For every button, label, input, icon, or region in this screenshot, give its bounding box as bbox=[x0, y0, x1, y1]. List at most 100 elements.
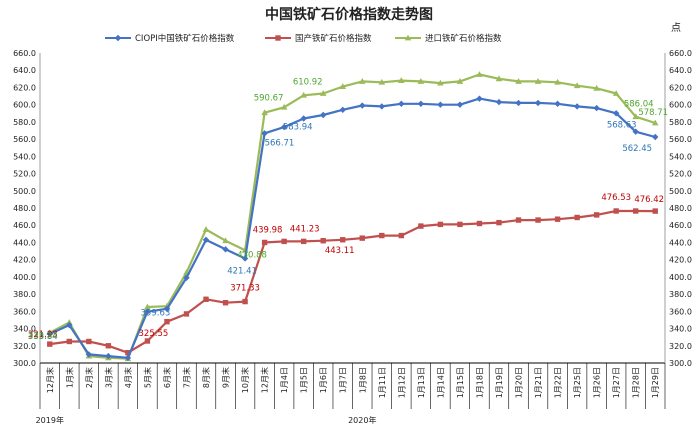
data-point bbox=[183, 274, 190, 281]
x-tick-label: 1月22日 bbox=[554, 367, 563, 398]
y-tick-label-right: 560.0 bbox=[669, 135, 692, 144]
y-tick-label-left: 400.0 bbox=[13, 273, 36, 282]
y-tick-label-left: 660.0 bbox=[13, 49, 36, 58]
data-point bbox=[222, 246, 229, 253]
series-line bbox=[49, 97, 656, 359]
data-point bbox=[86, 338, 92, 345]
data-point bbox=[632, 113, 640, 120]
data-point bbox=[476, 71, 483, 77]
data-point bbox=[261, 109, 268, 116]
x-tick-label: 1月18日 bbox=[475, 367, 484, 398]
data-label: 333.84 bbox=[28, 332, 58, 342]
data-point bbox=[222, 237, 229, 244]
data-point bbox=[593, 84, 600, 91]
data-point bbox=[456, 78, 464, 84]
data-point bbox=[418, 223, 424, 229]
data-point bbox=[574, 214, 580, 221]
data-point bbox=[495, 98, 503, 106]
y-tick-label-left: 480.0 bbox=[13, 204, 36, 213]
y-tick-label-left: 560.0 bbox=[13, 135, 36, 144]
series-2 bbox=[46, 71, 659, 362]
x-tick-label: 1月20日 bbox=[515, 367, 524, 398]
x-tick-label: 1月13日 bbox=[417, 367, 426, 398]
x-tick-label: 1月4日 bbox=[280, 367, 289, 393]
legend-label: 进口铁矿石价格指数 bbox=[425, 33, 502, 44]
data-label: 578.71 bbox=[638, 108, 668, 118]
year-label: 2019年 bbox=[36, 415, 64, 425]
data-label: 359.63 bbox=[141, 309, 171, 319]
y-tick-label-right: 300.0 bbox=[669, 359, 692, 368]
data-label: 371.33 bbox=[230, 284, 260, 294]
y-tick-label-left: 580.0 bbox=[13, 118, 36, 127]
x-tick-label: 1月28日 bbox=[632, 367, 641, 398]
data-point bbox=[573, 82, 581, 89]
data-point bbox=[593, 104, 600, 112]
data-labels: 333.84 359.63 421.41 566.71 583.94 568.63 562.… bbox=[28, 77, 668, 342]
y-tick-label-left: 380.0 bbox=[13, 290, 36, 299]
data-point bbox=[319, 90, 327, 96]
y-tick-label-right: 580.0 bbox=[669, 118, 692, 127]
y-tick-label-left: 320.0 bbox=[13, 342, 36, 351]
data-point bbox=[456, 101, 464, 108]
data-point bbox=[47, 341, 53, 347]
series-line bbox=[49, 209, 656, 354]
data-point bbox=[404, 34, 412, 41]
series-layer bbox=[46, 71, 659, 362]
series-line bbox=[49, 73, 656, 360]
data-point bbox=[358, 78, 366, 84]
y-tick-label-left: 620.0 bbox=[13, 83, 36, 92]
y-tick-label-left: 460.0 bbox=[13, 221, 36, 230]
y-tick-label-right: 540.0 bbox=[669, 152, 692, 161]
data-label: 421.41 bbox=[227, 267, 257, 277]
data-point bbox=[280, 123, 288, 131]
data-point bbox=[46, 330, 53, 338]
data-point bbox=[183, 311, 190, 317]
data-label: 321.93 bbox=[28, 330, 58, 340]
data-point bbox=[554, 100, 561, 108]
data-point bbox=[300, 91, 307, 98]
data-point bbox=[476, 220, 483, 227]
data-point bbox=[613, 208, 619, 214]
data-point bbox=[222, 300, 229, 306]
y-tick-label-right: 440.0 bbox=[669, 238, 692, 247]
data-label: 586.04 bbox=[624, 100, 654, 110]
data-label: 566.71 bbox=[265, 138, 295, 148]
data-label: 590.67 bbox=[254, 94, 284, 104]
x-tick-label: 1月8日 bbox=[358, 367, 367, 393]
data-point bbox=[261, 130, 268, 137]
data-point bbox=[379, 232, 385, 239]
data-point bbox=[417, 100, 425, 108]
y-tick-label-right: 520.0 bbox=[669, 170, 692, 179]
data-point bbox=[593, 212, 600, 218]
y-tick-label-left: 540.0 bbox=[13, 152, 36, 161]
data-point bbox=[261, 239, 268, 246]
data-label: 476.42 bbox=[634, 195, 664, 205]
data-point bbox=[164, 318, 170, 325]
y-tick-label-right: 460.0 bbox=[669, 221, 692, 230]
data-point bbox=[633, 208, 639, 214]
y-tick-label-right: 660.0 bbox=[669, 49, 692, 58]
y-tick-label-left: 420.0 bbox=[13, 256, 36, 265]
y-tick-label-left: 600.0 bbox=[13, 101, 36, 110]
y-tick-label-left: 360.0 bbox=[13, 307, 36, 316]
data-point bbox=[398, 77, 405, 83]
data-point bbox=[144, 303, 151, 310]
y-tick-label-right: 620.0 bbox=[669, 83, 692, 92]
x-tick-label: 1月26日 bbox=[593, 367, 602, 398]
data-point bbox=[495, 75, 503, 82]
data-label: 562.45 bbox=[622, 144, 652, 154]
x-tick-label: 1月5日 bbox=[300, 367, 309, 393]
y-tick-label-right: 400.0 bbox=[669, 273, 692, 282]
year-label: 2020年 bbox=[348, 415, 376, 425]
y-tick-label-right: 420.0 bbox=[669, 256, 692, 265]
data-point bbox=[105, 343, 112, 349]
x-tick-label: 1月6日 bbox=[319, 367, 328, 393]
x-tick-label: 1月末 bbox=[64, 367, 74, 388]
data-point bbox=[340, 237, 346, 243]
data-label: 441.23 bbox=[290, 224, 320, 234]
data-point bbox=[535, 217, 541, 223]
data-point bbox=[275, 35, 281, 41]
x-tick-label: 1月11日 bbox=[378, 367, 387, 398]
data-point bbox=[476, 95, 483, 102]
